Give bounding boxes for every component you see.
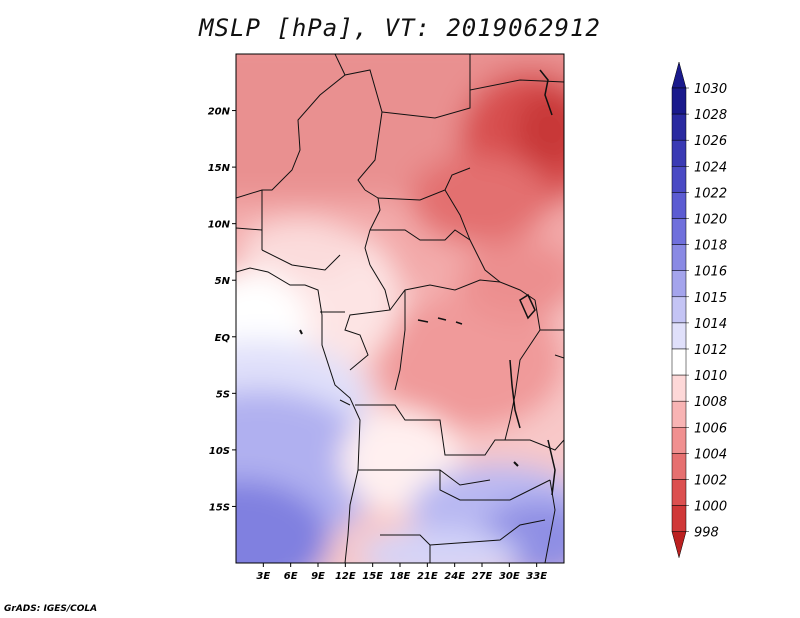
colorbar-swatch <box>671 166 687 193</box>
colorbar-bottom-arrow <box>671 531 687 559</box>
lon-tick-label: 3E <box>256 571 270 582</box>
colorbar-label: 1008 <box>694 395 727 410</box>
colorbar-label: 1004 <box>694 447 727 462</box>
lon-tick-label: 21E <box>417 571 438 582</box>
lat-tick-label: 5N <box>215 276 231 287</box>
lon-tick-label: 12E <box>335 571 356 582</box>
lat-tick-label: 20N <box>208 107 231 118</box>
lon-tick-label: 24E <box>444 571 465 582</box>
colorbar-swatch <box>671 270 687 298</box>
lon-tick-label: 9E <box>311 571 325 582</box>
colorbar-swatch <box>671 505 687 532</box>
lon-tick-label: 15E <box>362 571 383 582</box>
colorbar-swatch <box>671 113 687 141</box>
colorbar-top-arrow <box>671 61 687 89</box>
colorbar-swatch <box>671 374 687 402</box>
colorbar-label: 1020 <box>694 213 727 228</box>
pressure-field <box>236 54 564 563</box>
colorbar-label: 1016 <box>694 265 727 280</box>
colorbar-swatch <box>671 348 687 376</box>
map-title: MSLP [hPa], VT: 2019062912 <box>199 14 601 42</box>
colorbar-label: 1006 <box>694 421 727 436</box>
colorbar-label: 998 <box>694 526 719 541</box>
country-borders <box>236 54 564 563</box>
colorbar-swatch <box>671 322 687 350</box>
lat-tick-label: EQ <box>215 333 231 344</box>
colorbar-swatch <box>671 479 687 506</box>
colorbar-label: 1015 <box>694 291 727 306</box>
colorbar-swatch <box>671 218 687 245</box>
lat-tick-label: 5S <box>216 389 230 400</box>
lat-tick-label: 15S <box>209 502 230 513</box>
lat-tick-label: 10N <box>208 220 231 231</box>
lat-tick-label: 10S <box>209 446 230 457</box>
colorbar-label: 1028 <box>694 108 727 123</box>
colorbar-swatch <box>671 427 687 454</box>
colorbar-swatch <box>671 139 687 167</box>
lon-tick-label: 30E <box>499 571 520 582</box>
colorbar-label: 1014 <box>694 317 727 332</box>
colorbar-label: 1018 <box>694 239 727 254</box>
colorbar-label: 1026 <box>694 134 727 149</box>
colorbar-swatch <box>671 400 687 428</box>
colorbar-swatch <box>671 192 687 219</box>
colorbar-label: 1000 <box>694 500 727 515</box>
colorbar-swatch <box>671 453 687 480</box>
lon-tick-label: 18E <box>390 571 411 582</box>
lat-tick-label: 15N <box>208 163 231 174</box>
colorbar-swatch <box>671 296 687 324</box>
grads-credit: GrADS: IGES/COLA <box>4 604 98 614</box>
colorbar-label: 1002 <box>694 474 727 489</box>
colorbar-swatch <box>671 87 687 115</box>
colorbar-swatch <box>671 244 687 271</box>
lon-tick-label: 33E <box>526 571 547 582</box>
latitude-axis: 20N 15N 10N 5N EQ 5S 10S 15S <box>208 107 236 513</box>
colorbar-legend: 1030 1028 1026 1024 1022 1020 1018 1016 1015 1014… <box>671 61 727 559</box>
colorbar-label: 1024 <box>694 160 727 175</box>
colorbar-label: 1030 <box>694 82 727 97</box>
lon-tick-label: 27E <box>472 571 493 582</box>
colorbar-label: 1022 <box>694 186 727 201</box>
lon-tick-label: 6E <box>284 571 298 582</box>
colorbar-label: 1012 <box>694 343 727 358</box>
colorbar-label: 1010 <box>694 369 727 384</box>
longitude-axis: 3E 6E 9E 12E 15E 18E 21E 24E 27E 30E 33E <box>256 563 547 582</box>
